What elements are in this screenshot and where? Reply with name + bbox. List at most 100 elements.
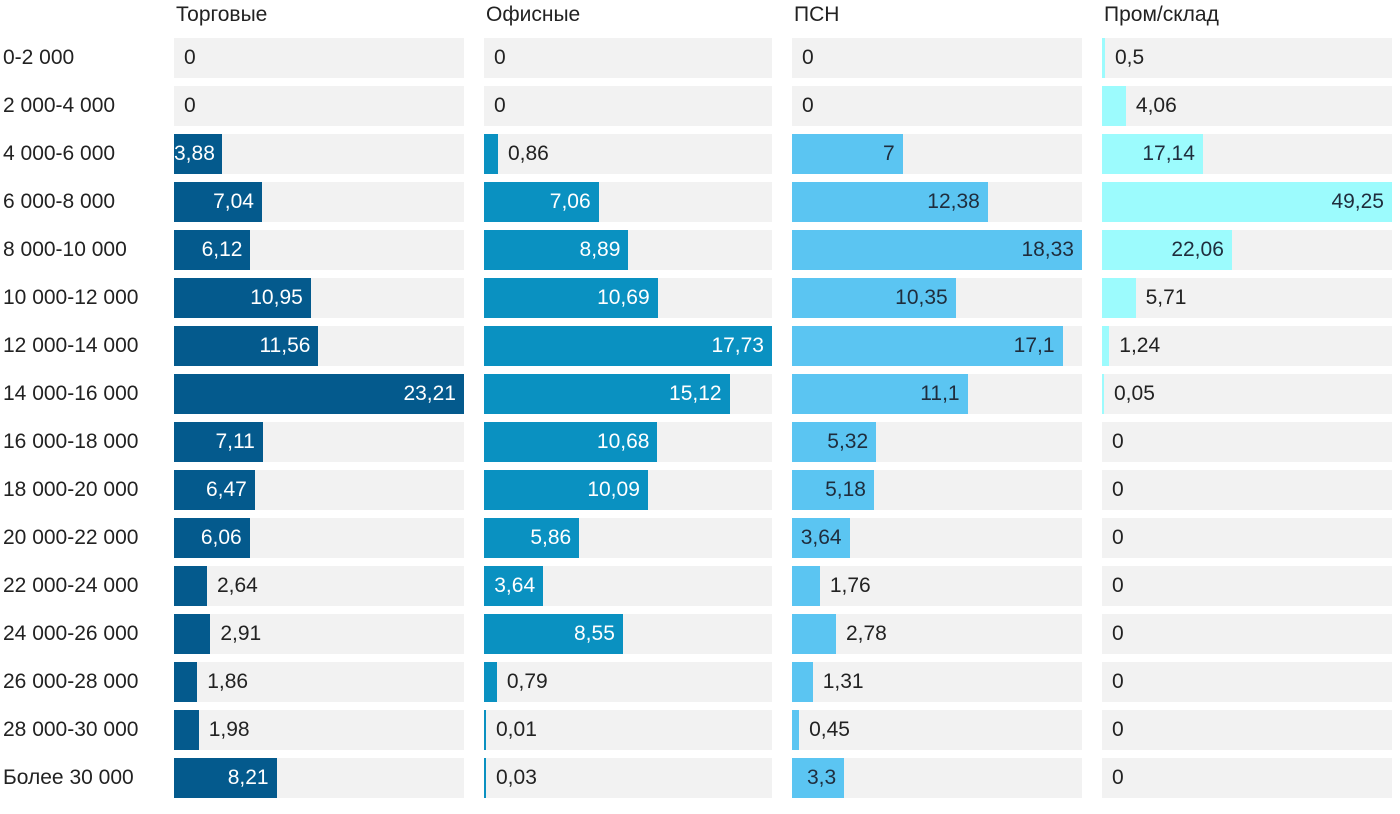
bar-track: 1,31 <box>792 662 1082 702</box>
bar <box>174 710 199 750</box>
bar-track: 5,86 <box>484 518 772 558</box>
data-label: 3,3 <box>807 766 837 789</box>
bar-track: 0,03 <box>484 758 772 798</box>
data-label: 0 <box>1112 574 1124 597</box>
data-label: 15,12 <box>669 382 722 405</box>
data-label: 0,86 <box>507 142 549 165</box>
bar-track: 6,47 <box>174 470 464 510</box>
bar-track: 0 <box>1102 470 1392 510</box>
bar <box>1102 230 1232 270</box>
data-label: 0 <box>802 46 814 69</box>
data-label: 6,06 <box>200 526 242 549</box>
category-label: 4 000-6 000 <box>3 142 116 165</box>
bar-track: 23,21 <box>174 374 464 414</box>
bar-track: 15,12 <box>484 374 772 414</box>
data-label: 8,89 <box>579 238 621 261</box>
bar <box>1102 38 1105 78</box>
panel-title: Офисные <box>486 3 581 26</box>
data-label: 8,21 <box>227 766 269 789</box>
bar <box>792 278 956 318</box>
category-label: 28 000-30 000 <box>3 718 139 741</box>
category-label: Более 30 000 <box>3 766 134 789</box>
bar <box>1102 278 1136 318</box>
data-label: 0 <box>802 94 814 117</box>
bar <box>792 470 874 510</box>
data-label: 4,06 <box>1135 94 1177 117</box>
bar <box>484 518 580 558</box>
bar <box>484 326 772 366</box>
bar <box>174 422 263 462</box>
bar-track: 0 <box>1102 518 1392 558</box>
data-label: 5,71 <box>1145 286 1187 309</box>
category-label: 14 000-16 000 <box>3 382 139 405</box>
data-label: 23,21 <box>403 382 456 405</box>
bar <box>484 614 623 654</box>
bar-track: 0,45 <box>792 710 1082 750</box>
bar <box>484 374 730 414</box>
bar-track: 3,88 <box>174 134 464 174</box>
panel-title: ПСН <box>794 3 840 26</box>
bar-track: 0 <box>1102 566 1392 606</box>
data-label: 0 <box>1112 526 1124 549</box>
data-label: 10,69 <box>597 286 650 309</box>
category-label: 2 000-4 000 <box>3 94 116 117</box>
bar-track: 11,56 <box>174 326 464 366</box>
bar-track: 8,89 <box>484 230 772 270</box>
bar-track: 5,71 <box>1102 278 1392 318</box>
bar-track: 0 <box>174 86 464 126</box>
data-label: 18,33 <box>1021 238 1074 261</box>
data-label: 0 <box>1112 718 1124 741</box>
bar-track: 3,64 <box>792 518 1082 558</box>
data-label: 3,88 <box>174 142 215 165</box>
category-label: 10 000-12 000 <box>3 286 139 309</box>
bar-track: 17,1 <box>792 326 1082 366</box>
category-label: 8 000-10 000 <box>3 238 127 261</box>
bar-track: 6,12 <box>174 230 464 270</box>
bar-track: 18,33 <box>792 230 1082 270</box>
bar-track: 0 <box>1102 662 1392 702</box>
bar <box>792 182 988 222</box>
bar <box>174 182 262 222</box>
bar <box>174 758 277 798</box>
bar-track: 49,25 <box>1102 182 1392 222</box>
data-label: 0,45 <box>809 718 850 741</box>
bar <box>792 230 1082 270</box>
bar-track: 0 <box>792 38 1082 78</box>
data-label: 6,47 <box>205 478 247 501</box>
data-label: 0 <box>1112 478 1124 501</box>
data-label: 0 <box>184 94 196 117</box>
data-label: 10,35 <box>895 286 948 309</box>
bar <box>174 278 311 318</box>
bar-track: 10,68 <box>484 422 772 462</box>
bar <box>792 326 1063 366</box>
bar <box>1102 86 1126 126</box>
bar-track: 7 <box>792 134 1082 174</box>
data-label: 0 <box>1112 622 1124 645</box>
data-label: 1,24 <box>1119 334 1161 357</box>
category-label: 18 000-20 000 <box>3 478 139 501</box>
panel-title: Торговые <box>176 3 268 26</box>
bar <box>792 134 903 174</box>
category-label: 12 000-14 000 <box>3 334 139 357</box>
bar <box>484 662 497 702</box>
bar-track: 8,55 <box>484 614 772 654</box>
data-label: 0,79 <box>506 670 548 693</box>
bar-track: 1,86 <box>174 662 464 702</box>
data-label: 0,01 <box>496 718 537 741</box>
bar-track: 3,64 <box>484 566 772 606</box>
bar-track: 11,1 <box>792 374 1082 414</box>
panel-title: Пром/склад <box>1104 3 1219 26</box>
bar <box>792 710 800 750</box>
data-label: 17,73 <box>711 334 764 357</box>
bar <box>484 422 658 462</box>
bar <box>174 326 319 366</box>
bar <box>174 230 251 270</box>
data-label: 1,31 <box>822 670 864 693</box>
data-label: 0,5 <box>1114 46 1145 69</box>
bar <box>1102 182 1392 222</box>
data-label: 22,06 <box>1171 238 1224 261</box>
data-label: 0,03 <box>496 766 537 789</box>
data-label: 1,76 <box>829 574 871 597</box>
bar <box>792 518 850 558</box>
bar <box>792 758 845 798</box>
